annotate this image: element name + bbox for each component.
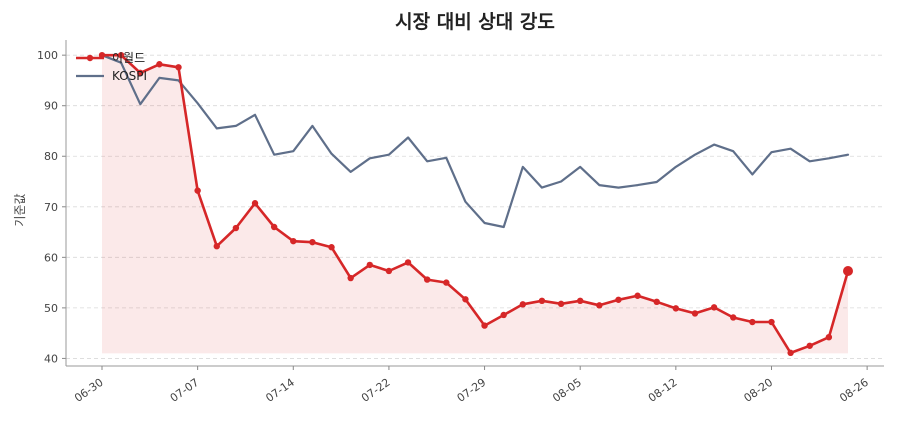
data-point bbox=[423, 276, 431, 283]
legend-marker bbox=[86, 54, 94, 62]
data-point bbox=[615, 296, 622, 303]
data-point bbox=[596, 302, 603, 309]
data-point bbox=[404, 259, 412, 266]
data-point bbox=[653, 298, 660, 306]
x-tick-label: 07-07 bbox=[168, 376, 202, 405]
y-axis-label: 기준값 bbox=[13, 193, 27, 226]
series-area-fill bbox=[102, 55, 848, 354]
data-point bbox=[137, 69, 144, 77]
series-lines bbox=[100, 53, 850, 355]
data-point bbox=[538, 297, 546, 304]
y-tick-label: 90 bbox=[44, 100, 58, 113]
data-point bbox=[577, 297, 584, 304]
x-tick-label: 07-29 bbox=[455, 376, 489, 405]
data-point bbox=[481, 322, 488, 329]
data-point bbox=[768, 318, 775, 326]
y-tick-label: 60 bbox=[44, 251, 58, 264]
x-tick-label: 06-30 bbox=[72, 376, 106, 405]
data-point bbox=[730, 314, 737, 321]
y-tick-label: 40 bbox=[44, 352, 58, 365]
data-point bbox=[749, 318, 756, 326]
legend-label: KOSPI bbox=[112, 69, 147, 83]
data-point bbox=[634, 292, 641, 299]
data-point bbox=[366, 261, 373, 269]
y-tick-label: 70 bbox=[44, 201, 58, 214]
legend: 이월드 KOSPI bbox=[76, 51, 147, 83]
x-tick-label: 07-22 bbox=[359, 376, 393, 405]
data-point bbox=[194, 187, 201, 194]
data-point bbox=[232, 224, 240, 232]
data-point bbox=[270, 223, 278, 231]
data-point bbox=[251, 200, 259, 207]
data-point bbox=[843, 265, 853, 276]
data-point bbox=[787, 349, 794, 357]
data-point bbox=[519, 301, 527, 308]
data-point bbox=[328, 244, 335, 251]
data-point bbox=[117, 51, 125, 59]
data-point bbox=[290, 237, 297, 245]
data-point bbox=[213, 243, 220, 250]
x-tick-label: 07-14 bbox=[263, 376, 297, 405]
x-tick-label: 08-26 bbox=[837, 376, 871, 405]
series-markers bbox=[98, 51, 853, 357]
area-fill bbox=[102, 55, 848, 354]
data-point bbox=[806, 342, 813, 349]
data-point bbox=[175, 64, 182, 71]
data-point bbox=[825, 333, 833, 341]
data-point bbox=[672, 305, 680, 312]
data-point bbox=[443, 279, 450, 286]
legend-label: 이월드 bbox=[112, 51, 145, 65]
data-point bbox=[462, 296, 469, 303]
y-tick-label: 80 bbox=[44, 150, 58, 163]
x-tick-label: 08-12 bbox=[646, 376, 680, 405]
data-point bbox=[500, 311, 507, 319]
y-tick-label: 100 bbox=[37, 49, 58, 62]
data-point bbox=[710, 304, 718, 311]
data-point bbox=[691, 310, 699, 317]
data-point bbox=[156, 61, 163, 68]
x-tick-label: 08-20 bbox=[742, 376, 776, 405]
data-point bbox=[557, 300, 565, 308]
series-line bbox=[100, 53, 850, 355]
data-point bbox=[347, 274, 354, 282]
data-point bbox=[309, 238, 316, 246]
data-point bbox=[385, 267, 393, 275]
x-tick-label: 08-05 bbox=[550, 376, 584, 405]
series-line bbox=[100, 54, 850, 229]
y-tick-label: 50 bbox=[44, 302, 58, 315]
chart-title: 시장 대비 상대 강도 bbox=[395, 11, 555, 33]
